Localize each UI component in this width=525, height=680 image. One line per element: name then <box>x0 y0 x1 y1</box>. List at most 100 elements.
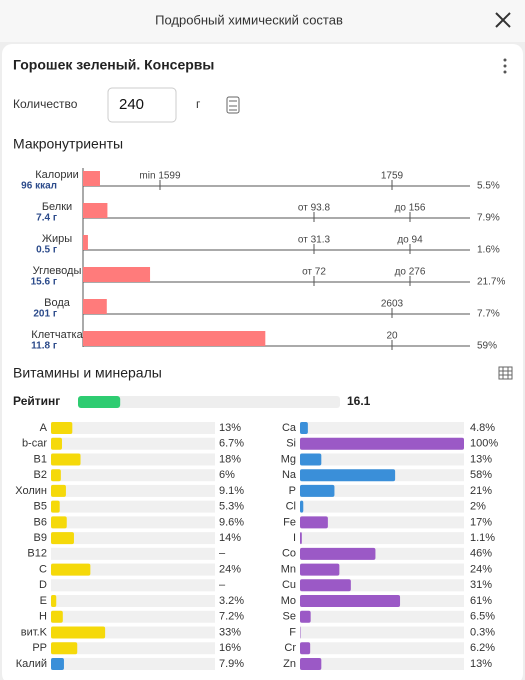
macro-percent: 7.7% <box>477 309 500 320</box>
macro-percent: 7.9% <box>477 213 500 224</box>
nutrient-name: Mn <box>281 563 296 575</box>
nutrient-percent: 16% <box>219 642 241 654</box>
rating-label: Рейтинг <box>13 394 60 408</box>
nutrient-percent: 24% <box>470 563 492 575</box>
nutrient-percent: 9.1% <box>219 485 244 497</box>
macro-amount: 11.8 г <box>31 341 57 352</box>
nutrient-name: A <box>40 422 48 434</box>
nutrient-bar <box>300 453 322 466</box>
nutrient-track <box>300 642 464 655</box>
macro-bar <box>83 331 266 346</box>
macro-marker-label: от 93.8 <box>298 203 331 214</box>
nutrient-track <box>300 422 464 434</box>
nutrient-track <box>300 453 464 466</box>
nutrient-bar <box>51 532 74 545</box>
nutrient-track <box>51 595 215 608</box>
nutrient-name: B12 <box>27 548 47 560</box>
macro-amount: 7.4 г <box>36 213 57 224</box>
nutrient-percent: 4.8% <box>470 422 495 434</box>
nutrient-name: B9 <box>34 532 47 544</box>
nutrient-percent: 0.3% <box>470 626 495 638</box>
nutrient-name: Co <box>282 548 296 560</box>
nutrient-bar <box>51 453 81 466</box>
header-title: Подробный химический состав <box>155 12 343 27</box>
macro-name: Вода <box>44 297 71 309</box>
macro-name: Белки <box>42 201 72 213</box>
quantity-label: Количество <box>13 97 78 111</box>
nutrient-track <box>300 626 464 639</box>
nutrient-bar <box>300 469 396 482</box>
nutrient-name: Si <box>286 438 296 450</box>
nutrient-name: F <box>289 626 296 638</box>
macro-name: Калории <box>35 169 79 181</box>
header-bar <box>0 0 525 42</box>
nutrient-percent: 13% <box>470 453 492 465</box>
nutrient-track <box>300 516 464 529</box>
nutrient-percent: 13% <box>470 658 492 670</box>
nutrient-name: Cr <box>284 642 296 654</box>
nutrient-bar <box>300 595 401 608</box>
nutrient-bar <box>300 532 302 545</box>
nutrient-track <box>51 610 215 623</box>
close-button[interactable] <box>495 12 511 28</box>
nutrient-track <box>300 657 464 670</box>
nutrient-bar <box>300 484 335 497</box>
nutrient-name: Ca <box>282 422 297 434</box>
nutrient-bar <box>51 563 91 576</box>
nutrient-percent: 9.6% <box>219 516 244 528</box>
nutrient-bar <box>300 563 340 576</box>
calculator-button[interactable] <box>226 96 240 114</box>
nutrient-percent: 6.2% <box>470 642 495 654</box>
nutrient-track <box>51 642 215 655</box>
nutrient-name: Zn <box>283 658 296 670</box>
nutrient-percent: 3.2% <box>219 595 244 607</box>
macro-amount: 15.6 г <box>31 277 57 288</box>
macro-marker-label: 2603 <box>381 299 404 310</box>
nutrient-track <box>51 547 215 560</box>
macro-marker-label: 20 <box>386 331 398 342</box>
macro-percent: 1.6% <box>477 245 500 256</box>
menu-button[interactable] <box>503 58 507 74</box>
nutrient-name: Холин <box>15 485 47 497</box>
nutrient-percent: 61% <box>470 595 492 607</box>
nutrient-percent: 6.7% <box>219 438 244 450</box>
nutrient-bar <box>300 642 311 655</box>
nutrient-name: Mo <box>281 595 296 607</box>
nutrient-track <box>300 610 464 623</box>
nutrient-bar <box>300 579 351 592</box>
macro-amount: 201 г <box>33 309 57 320</box>
table-button[interactable] <box>498 366 513 380</box>
nutrient-track <box>300 500 464 513</box>
macro-bar <box>83 299 107 314</box>
nutrient-bar <box>300 422 308 434</box>
nutrient-track <box>51 453 215 466</box>
nutrient-name: B5 <box>34 501 47 513</box>
nutrient-percent: 13% <box>219 422 241 434</box>
nutrient-percent: 33% <box>219 626 241 638</box>
nutrient-name: E <box>40 595 47 607</box>
macro-bar <box>83 267 151 282</box>
nutrient-name: Калий <box>16 658 47 670</box>
nutrient-bar <box>51 469 61 482</box>
nutrient-bar <box>51 642 78 655</box>
nutrient-percent: 58% <box>470 469 492 481</box>
nutrient-bar <box>300 610 311 623</box>
quantity-input[interactable] <box>107 87 177 123</box>
nutrient-percent: 100% <box>470 438 498 450</box>
nutrient-track <box>300 563 464 576</box>
nutrient-bar <box>51 595 57 608</box>
nutrient-name: Cl <box>286 501 296 513</box>
nutrient-bar <box>51 516 67 529</box>
nutrient-name: H <box>39 611 47 623</box>
macro-percent: 5.5% <box>477 181 500 192</box>
nutrient-name: Fe <box>283 516 296 528</box>
nutrient-bar <box>300 657 322 670</box>
macro-name: Клетчатка <box>31 329 83 341</box>
nutrient-name: вит.K <box>21 626 48 638</box>
nutrient-bar <box>300 547 376 560</box>
nutrient-track <box>51 437 215 450</box>
nutrient-name: Na <box>282 469 297 481</box>
macro-percent: 59% <box>477 341 497 352</box>
